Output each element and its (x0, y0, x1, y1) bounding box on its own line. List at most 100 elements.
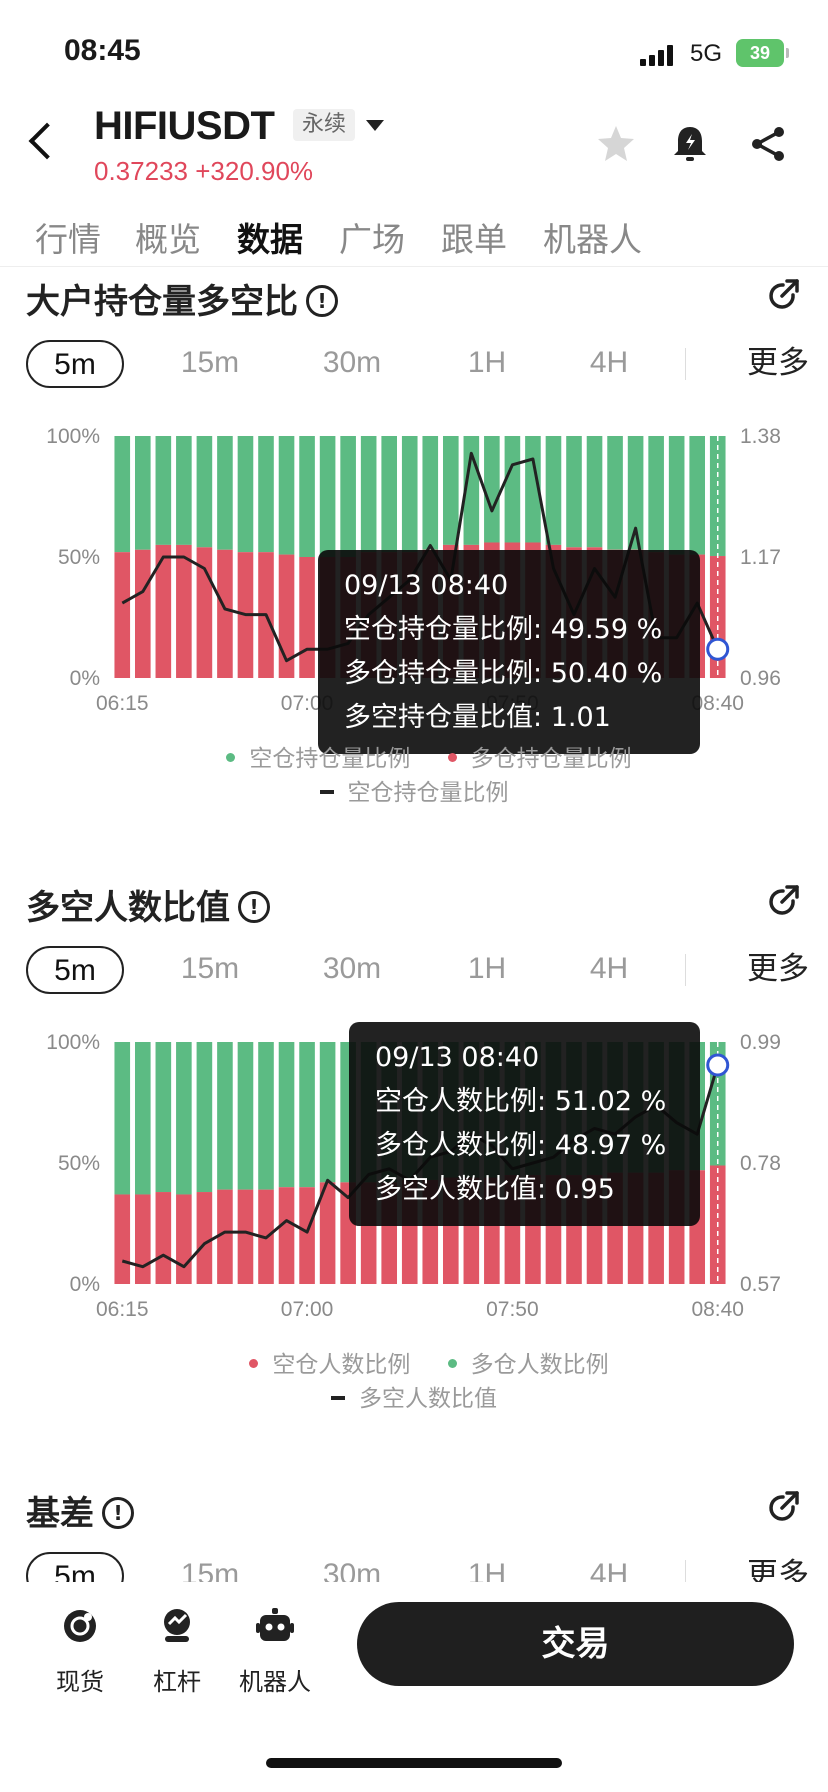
tab-bots[interactable]: 机器人 (543, 220, 642, 259)
bar-short[interactable] (278, 436, 295, 555)
bar-long[interactable] (217, 549, 233, 678)
info-icon[interactable]: ! (238, 890, 270, 923)
bar-short[interactable] (299, 436, 315, 557)
bar-long[interactable] (237, 1189, 254, 1284)
bar-short[interactable] (504, 436, 521, 543)
bar-short[interactable] (155, 436, 172, 545)
bar-short[interactable] (709, 436, 726, 557)
bar-short[interactable] (114, 436, 131, 553)
bar-long[interactable] (176, 1194, 192, 1284)
back-icon[interactable] (28, 122, 66, 160)
bar-long[interactable] (319, 1182, 336, 1284)
bar-long[interactable] (155, 544, 172, 678)
bar-short[interactable] (586, 436, 603, 548)
bar-short[interactable] (668, 436, 685, 555)
interval-30m[interactable]: 30m (322, 346, 382, 379)
legend-long[interactable]: 多仓持仓量比例 (470, 746, 632, 772)
contract-tag[interactable]: 永续 (293, 109, 356, 141)
bar-short[interactable] (258, 436, 274, 553)
bar-short[interactable] (689, 436, 706, 555)
bar-short[interactable] (217, 1042, 233, 1190)
bar-long[interactable] (196, 547, 213, 678)
external-link-icon[interactable] (766, 1488, 802, 1524)
bar-long[interactable] (196, 1192, 213, 1284)
bar-short[interactable] (134, 436, 151, 550)
legend-long[interactable]: 空仓人数比例 (272, 1352, 411, 1378)
info-icon[interactable]: ! (306, 284, 338, 317)
bar-short[interactable] (237, 1042, 254, 1190)
bar-long[interactable] (217, 1189, 233, 1284)
interval-4h[interactable]: 4H (589, 952, 629, 985)
bar-short[interactable] (155, 1042, 172, 1193)
bar-short[interactable] (134, 1042, 151, 1195)
bar-short[interactable] (196, 436, 213, 548)
alert-bell-icon[interactable] (668, 122, 712, 166)
interval-1h[interactable]: 1H (467, 346, 507, 379)
bar-long[interactable] (114, 552, 131, 678)
bar-short[interactable] (381, 436, 398, 553)
bar-short[interactable] (545, 436, 562, 545)
bar-short[interactable] (278, 1042, 295, 1188)
legend-short[interactable]: 空仓持仓量比例 (249, 746, 411, 772)
bar-long[interactable] (155, 1192, 172, 1284)
symbol-title[interactable]: HIFIUSDT (94, 104, 275, 148)
bar-short[interactable] (176, 436, 192, 545)
bar-short[interactable] (525, 436, 541, 543)
bar-short[interactable] (401, 436, 418, 553)
bar-short[interactable] (442, 436, 459, 545)
selected-point-marker[interactable] (706, 637, 730, 661)
bar-long[interactable] (134, 1194, 151, 1284)
legend-line[interactable]: 多空人数比值 (359, 1386, 497, 1412)
interval-5m[interactable]: 5m (26, 340, 124, 388)
bar-short[interactable] (196, 1042, 213, 1193)
bar-short[interactable] (340, 436, 356, 557)
bar-short[interactable] (566, 436, 582, 548)
chevron-down-icon[interactable] (366, 120, 384, 131)
interval-4h[interactable]: 4H (589, 346, 629, 379)
tab-market[interactable]: 行情 (35, 220, 101, 259)
bar-short[interactable] (176, 1042, 192, 1195)
info-icon[interactable]: ! (102, 1496, 134, 1529)
bar-short[interactable] (237, 436, 254, 553)
bar-short[interactable] (627, 436, 644, 550)
interval-15m[interactable]: 15m (180, 346, 240, 379)
bar-short[interactable] (319, 1042, 336, 1183)
legend-line[interactable]: 空仓持仓量比例 (347, 780, 509, 806)
bar-long[interactable] (278, 554, 295, 678)
external-link-icon[interactable] (766, 276, 802, 312)
bar-long[interactable] (299, 1187, 315, 1284)
share-icon[interactable] (746, 122, 790, 166)
bar-short[interactable] (299, 1042, 315, 1188)
bar-long[interactable] (134, 549, 151, 678)
bar-long[interactable] (176, 544, 192, 678)
bar-short[interactable] (258, 1042, 274, 1190)
bar-short[interactable] (607, 436, 623, 550)
interval-more[interactable]: 更多 (747, 345, 809, 381)
bar-short[interactable] (319, 436, 336, 557)
tab-square[interactable]: 广场 (339, 220, 405, 259)
tab-data[interactable]: 数据 (237, 220, 303, 259)
selected-point-marker[interactable] (706, 1053, 730, 1077)
bar-short[interactable] (648, 436, 664, 553)
interval-15m[interactable]: 15m (180, 952, 240, 985)
bar-short[interactable] (114, 1042, 131, 1195)
legend-short[interactable]: 多仓人数比例 (470, 1352, 609, 1378)
star-icon[interactable] (594, 122, 638, 166)
interval-more[interactable]: 更多 (747, 951, 809, 987)
interval-5m[interactable]: 5m (26, 946, 124, 994)
tab-overview[interactable]: 概览 (135, 220, 201, 259)
interval-30m[interactable]: 30m (322, 952, 382, 985)
spot-button[interactable]: 现货 (35, 1606, 125, 1697)
bar-long[interactable] (299, 557, 315, 678)
bot-button[interactable]: 机器人 (230, 1606, 320, 1697)
external-link-icon[interactable] (766, 882, 802, 918)
bar-short[interactable] (422, 436, 439, 550)
trade-button[interactable]: 交易 (357, 1602, 794, 1686)
interval-1h[interactable]: 1H (467, 952, 507, 985)
tab-copy-trade[interactable]: 跟单 (441, 220, 507, 259)
bar-long[interactable] (278, 1187, 295, 1284)
margin-button[interactable]: 杠杆 (132, 1606, 222, 1697)
bar-long[interactable] (114, 1194, 131, 1284)
bar-short[interactable] (217, 436, 233, 550)
bar-short[interactable] (484, 436, 500, 543)
